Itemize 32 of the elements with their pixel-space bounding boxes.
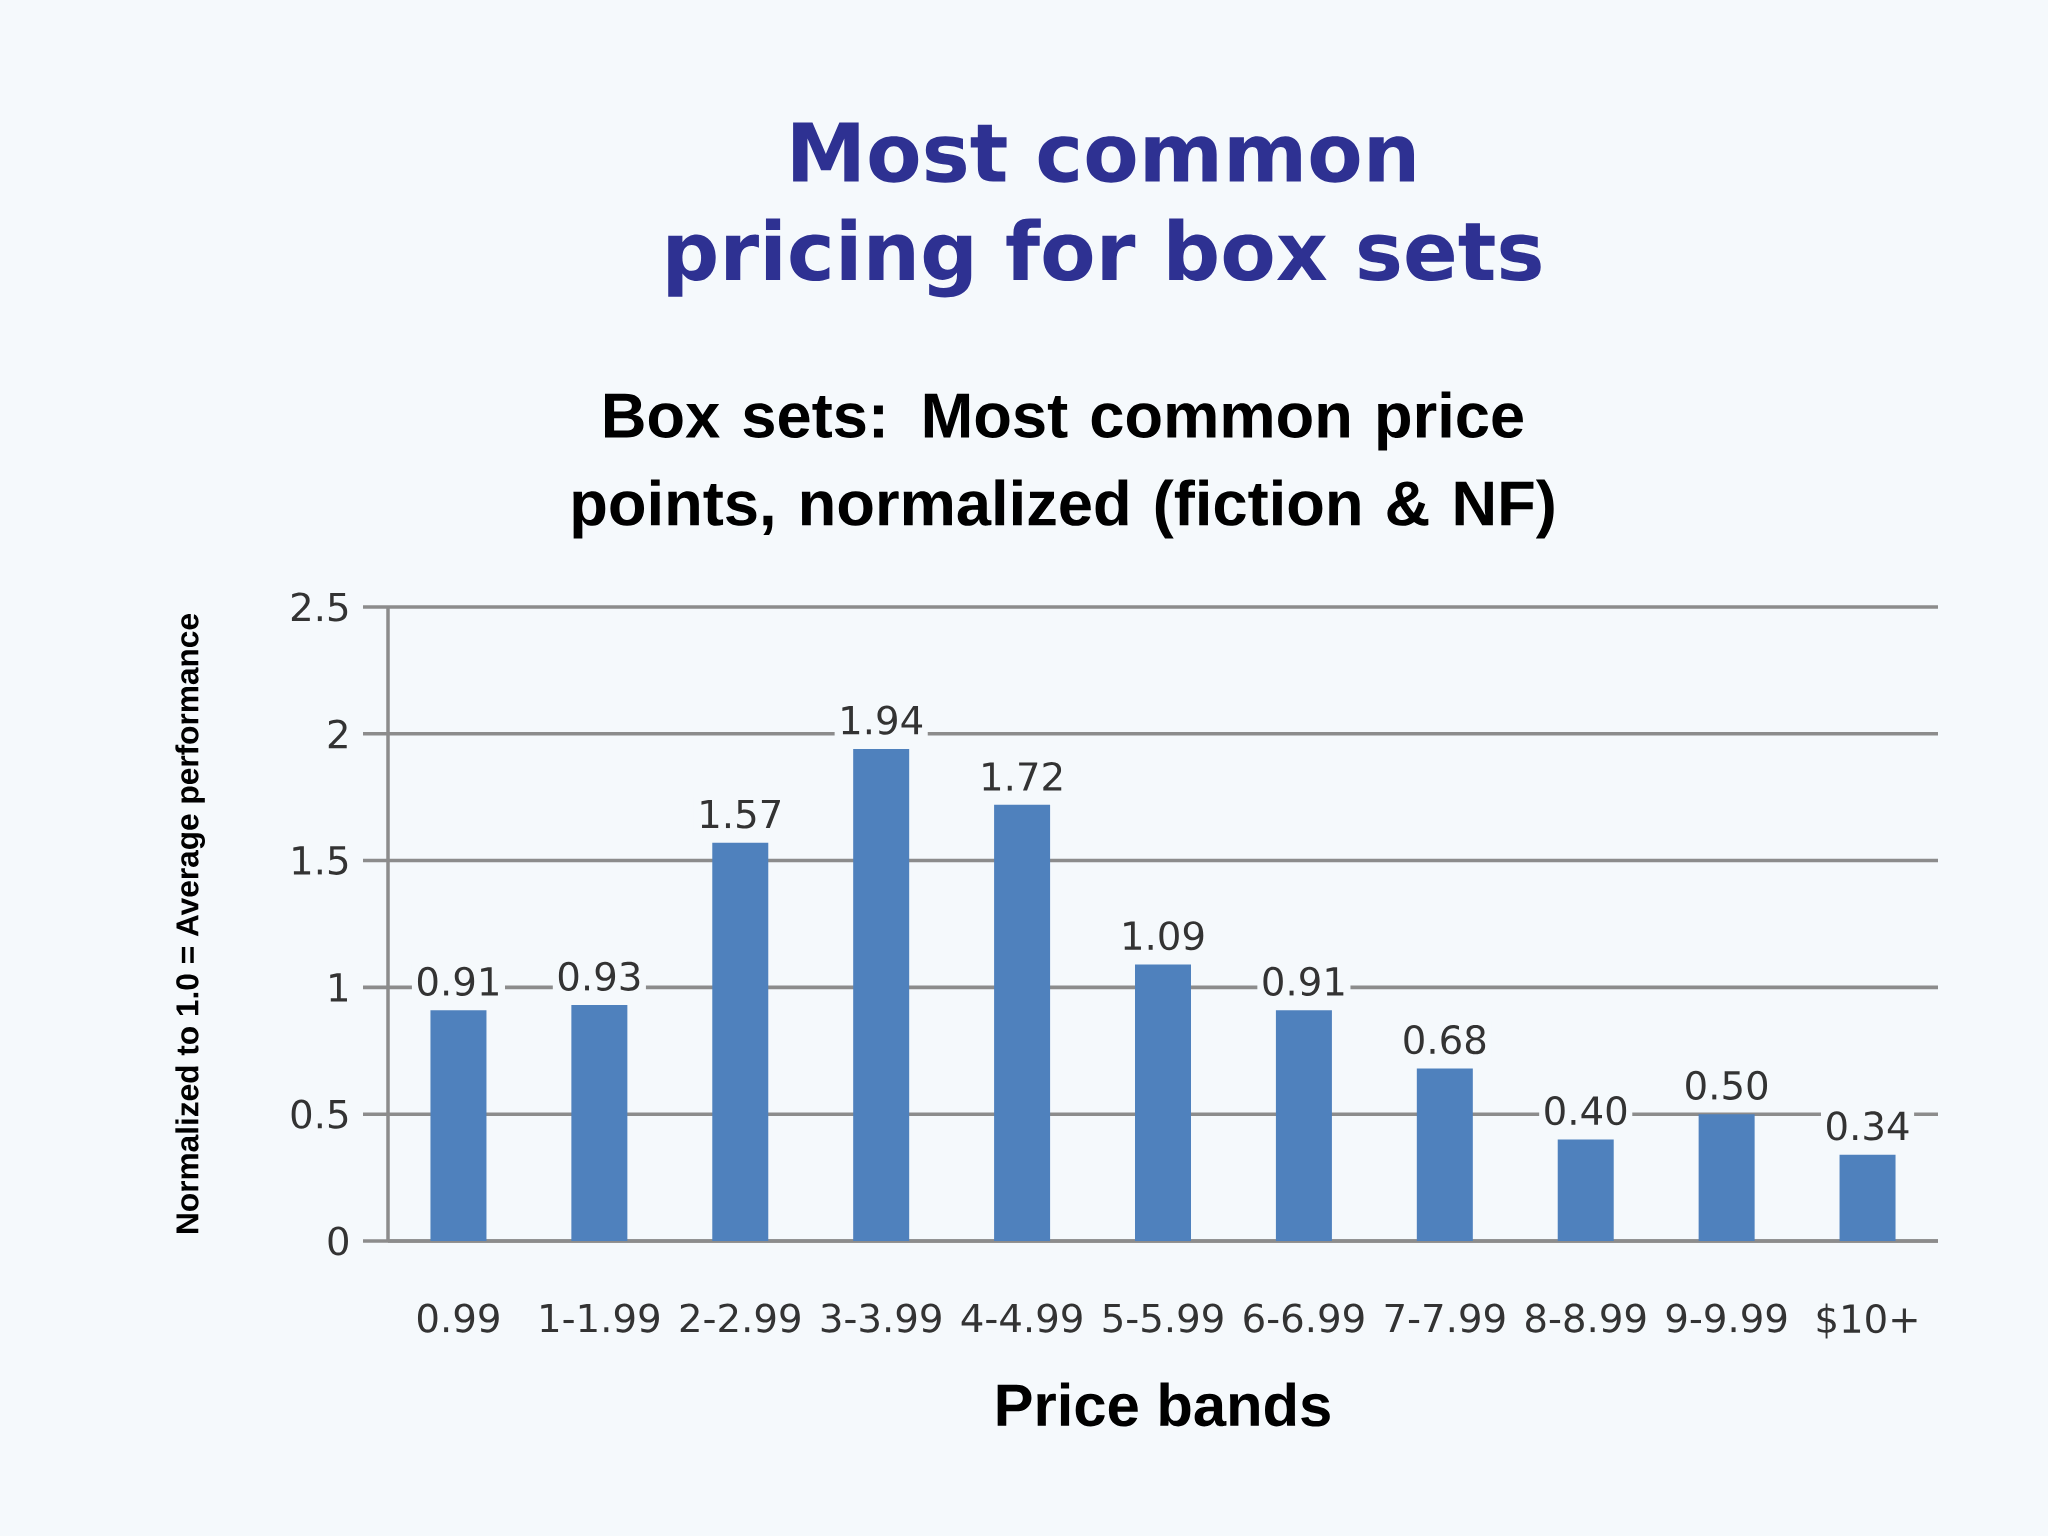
y-tick-label: 0 bbox=[328, 1226, 348, 1256]
data-label: 1.09 bbox=[1124, 921, 1204, 951]
x-tick-label: 2-2.99 bbox=[680, 1303, 800, 1333]
y-tick-label: 2.5 bbox=[291, 592, 348, 622]
x-tick-label: 9-9.99 bbox=[1666, 1303, 1787, 1333]
data-label: 1.57 bbox=[701, 799, 780, 829]
y-tick-label: 2 bbox=[328, 719, 347, 749]
data-label: 0.34 bbox=[1827, 1111, 1909, 1141]
x-tick-label: 7-7.99 bbox=[1385, 1303, 1505, 1333]
x-tick-label: 3-3.99 bbox=[821, 1303, 941, 1333]
x-tick-label: 6-6.99 bbox=[1244, 1303, 1364, 1333]
x-tick-label: $10+ bbox=[1817, 1303, 1917, 1339]
x-tick-label: 8-8.99 bbox=[1526, 1303, 1646, 1333]
data-label: 0.68 bbox=[1404, 1025, 1486, 1055]
x-tick-label: 5-5.99 bbox=[1103, 1303, 1223, 1333]
data-label: 0.93 bbox=[558, 961, 640, 991]
y-axis-title: Normalized to 1.0 = Average performance bbox=[175, 614, 205, 1233]
chart-subtitle: Box sets: Most common price points, normalized (fiction & NF) bbox=[573, 391, 1554, 539]
x-tick-label: 0.99 bbox=[417, 1303, 499, 1333]
y-tick-label: 0.5 bbox=[291, 1099, 348, 1129]
x-tick-label: 1-1.99 bbox=[541, 1303, 659, 1333]
data-label: 1.72 bbox=[983, 761, 1062, 791]
data-label: 0.91 bbox=[417, 966, 498, 996]
data-label: 0.40 bbox=[1545, 1096, 1627, 1126]
x-axis-title: Price bands bbox=[997, 1382, 1330, 1427]
data-label: 1.94 bbox=[842, 705, 923, 735]
y-tick-label: 1 bbox=[330, 973, 347, 1002]
y-tick-label: 1.5 bbox=[293, 846, 348, 875]
data-label: 0.91 bbox=[1263, 966, 1344, 996]
x-tick-label: 4-4.99 bbox=[961, 1303, 1082, 1333]
data-label: 0.50 bbox=[1686, 1070, 1768, 1100]
chart-title: Most common pricing for box sets bbox=[668, 122, 1541, 298]
